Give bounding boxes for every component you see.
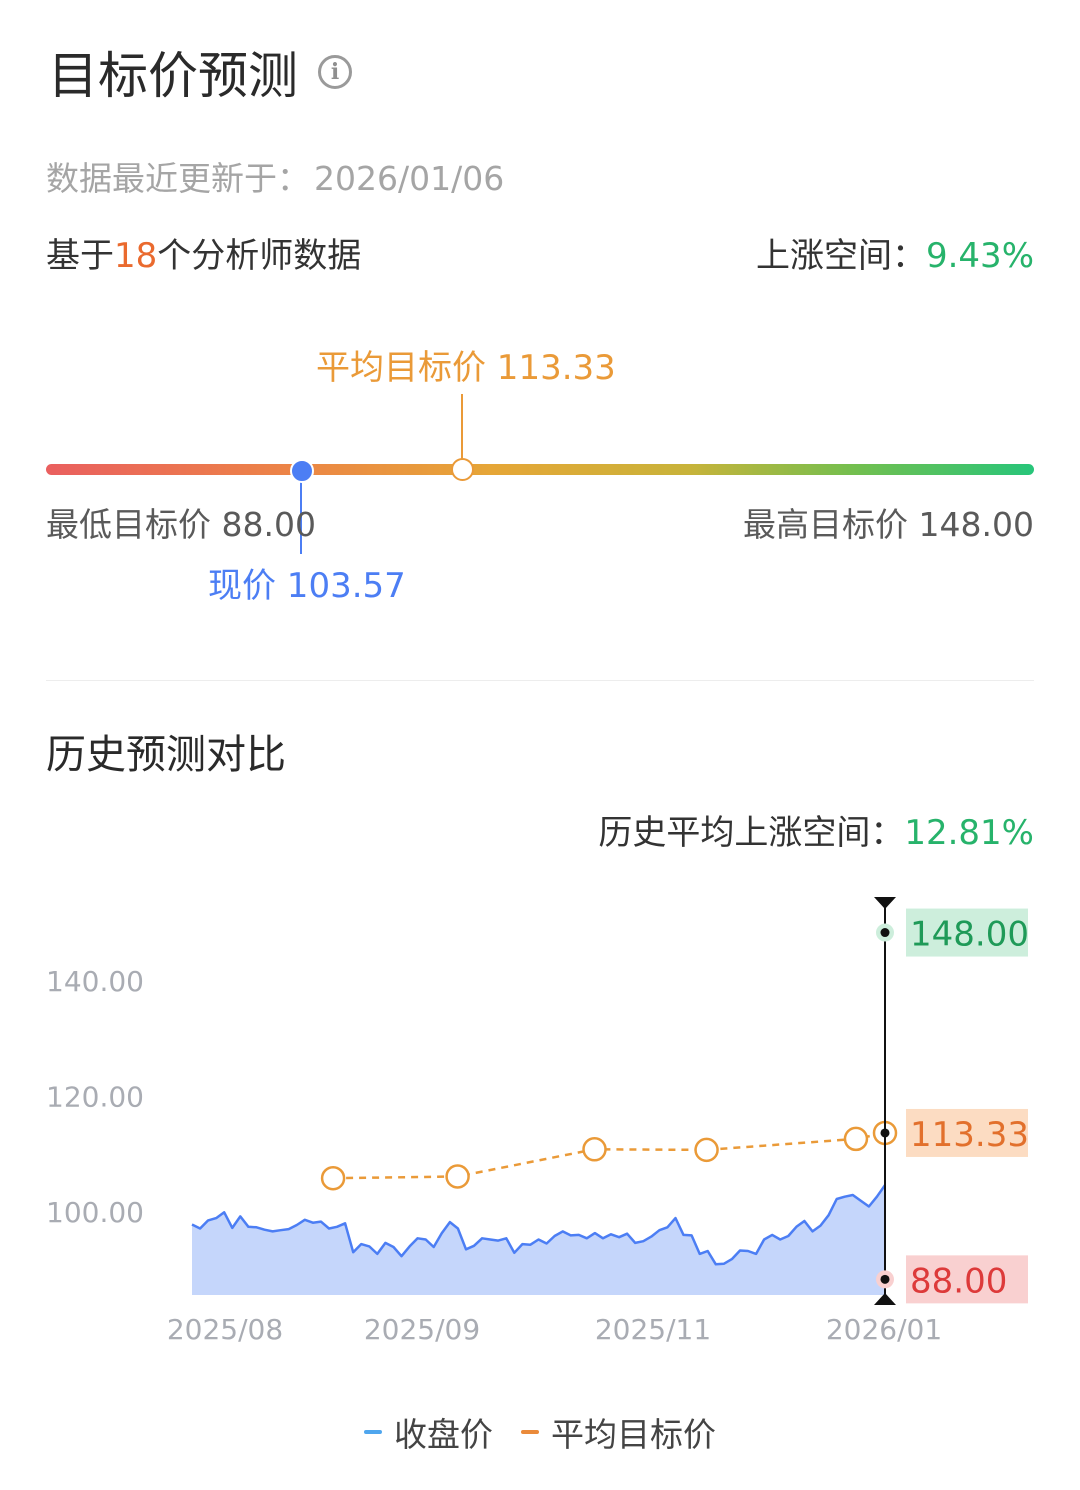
history-upside-value: 12.81% xyxy=(904,813,1034,853)
avg-target-value-text: 113.33 xyxy=(910,1115,1029,1155)
current-price-label: 现价 103.57 xyxy=(208,566,406,606)
legend-avg-swatch xyxy=(521,1430,539,1434)
history-chart[interactable]: 140.00 120.00 100.00 148.00 113.33 88.00 2025/… xyxy=(0,880,1080,1360)
avg-target-point xyxy=(843,1126,869,1152)
history-upside: 历史平均上涨空间：12.81% xyxy=(598,805,1034,854)
mid-marker-dot xyxy=(880,1128,890,1138)
chart-legend: 收盘价 平均目标价 xyxy=(0,1408,1080,1456)
update-label: 数据最近更新于： xyxy=(46,159,310,198)
info-icon[interactable]: i xyxy=(318,55,352,89)
avg-target-point xyxy=(445,1164,470,1189)
low-target-box xyxy=(906,1255,1028,1304)
low-target-text: 88.00 xyxy=(910,1261,1007,1301)
close-price-line xyxy=(191,1184,887,1266)
y-tick-label: 140.00 xyxy=(46,965,144,998)
current-price-pointer xyxy=(300,470,302,554)
page-title: 目标价预测 i xyxy=(48,36,352,108)
avg-target-label: 平均目标价 113.33 xyxy=(316,348,616,388)
cursor-bottom-arrow xyxy=(874,1293,896,1305)
avg-target-point xyxy=(320,1165,346,1191)
avg-target-line xyxy=(333,1131,886,1180)
high-target-text: 148.00 xyxy=(910,915,1029,955)
legend-close-swatch xyxy=(364,1430,382,1434)
max-target-label: 最高目标价 148.00 xyxy=(743,505,1034,544)
low-marker-dot xyxy=(880,1274,890,1284)
upside-space: 上涨空间：9.43% xyxy=(756,228,1034,277)
x-tick-label: 2025/08 xyxy=(167,1313,283,1346)
upside-label: 上涨空间： xyxy=(755,236,926,276)
target-range-bar xyxy=(46,464,1034,475)
min-target-label: 最低目标价 88.00 xyxy=(46,505,316,544)
analyst-count: 基于18个分析师数据 xyxy=(46,228,361,277)
y-tick-label: 100.00 xyxy=(46,1196,144,1229)
analyst-prefix: 基于 xyxy=(46,236,114,276)
cursor-top-arrow xyxy=(874,897,896,909)
upside-value: 9.43% xyxy=(925,236,1034,276)
high-marker-dot xyxy=(880,928,890,938)
avg-target-value-box xyxy=(906,1108,1028,1157)
page-title-text: 目标价预测 xyxy=(48,47,298,105)
history-upside-label: 历史平均上涨空间： xyxy=(598,813,905,853)
x-tick-label: 2026/01 xyxy=(826,1313,942,1346)
avg-target-point xyxy=(582,1137,607,1162)
update-timestamp: 数据最近更新于： 2026/01/06 xyxy=(46,152,504,200)
legend-close-label: 收盘价 xyxy=(394,1415,493,1454)
y-tick-label: 120.00 xyxy=(46,1080,144,1113)
avg-target-marker xyxy=(451,458,474,481)
analyst-number: 18 xyxy=(114,236,158,276)
x-tick-label: 2025/11 xyxy=(595,1313,711,1346)
legend-avg-label: 平均目标价 xyxy=(551,1415,716,1454)
analyst-suffix: 个分析师数据 xyxy=(157,236,362,276)
x-tick-label: 2025/09 xyxy=(364,1313,480,1346)
avg-target-point xyxy=(694,1137,719,1163)
update-date: 2026/01/06 xyxy=(314,159,505,198)
legend-avg-target[interactable]: 平均目标价 xyxy=(521,1408,716,1456)
legend-close[interactable]: 收盘价 xyxy=(364,1408,493,1456)
avg-target-pointer xyxy=(461,394,463,466)
history-title: 历史预测对比 xyxy=(46,732,286,778)
high-target-box xyxy=(906,908,1028,957)
current-price-marker xyxy=(290,459,314,483)
section-divider xyxy=(46,680,1034,681)
